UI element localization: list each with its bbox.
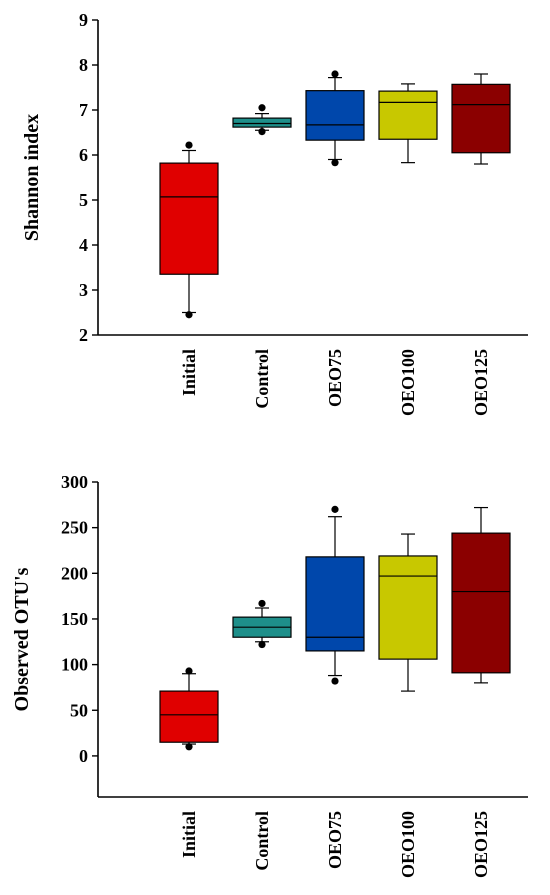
category-label: Control bbox=[252, 349, 272, 409]
outlier-point bbox=[258, 104, 266, 112]
box-initial: Initial bbox=[159, 141, 219, 396]
y-tick-label: 3 bbox=[79, 280, 88, 300]
chart-panel-1: 2 3 4 5 6 7 8 9 Shannon index Initial Control OEO75… bbox=[21, 10, 528, 416]
box-initial: Initial bbox=[159, 667, 219, 858]
iqr-box bbox=[305, 90, 365, 141]
iqr-box bbox=[378, 90, 438, 140]
box-control: Control bbox=[232, 599, 292, 871]
outlier-point bbox=[258, 640, 266, 649]
outlier-point bbox=[185, 743, 193, 751]
outlier-point bbox=[185, 667, 193, 675]
y-tick-label: 50 bbox=[70, 700, 88, 720]
y-tick-label: 0 bbox=[79, 746, 88, 766]
y-tick-label: 7 bbox=[79, 100, 88, 120]
outlier-point bbox=[331, 505, 339, 513]
y-tick-label: 2 bbox=[79, 325, 88, 345]
y-tick-label: 200 bbox=[61, 563, 88, 583]
iqr-box bbox=[451, 83, 511, 154]
category-label: Initial bbox=[179, 349, 199, 396]
box-oeo100: OEO100 bbox=[378, 83, 438, 416]
iqr-box bbox=[378, 555, 438, 660]
category-label: OEO75 bbox=[325, 811, 345, 869]
outlier-point bbox=[331, 677, 339, 685]
y-axis-title: Shannon index bbox=[21, 114, 43, 241]
outlier-point bbox=[331, 159, 339, 167]
category-label: OEO125 bbox=[471, 811, 491, 878]
y-tick-label: 100 bbox=[61, 655, 88, 675]
box-oeo75: OEO75 bbox=[305, 505, 365, 869]
y-tick-label: 150 bbox=[61, 609, 88, 629]
chart-panel-2: 0 50 100 150 200 250 300 Observed OTU's Initial C… bbox=[11, 472, 528, 878]
iqr-box bbox=[305, 556, 365, 652]
outlier-point bbox=[185, 311, 193, 319]
y-axis-title: Observed OTU's bbox=[11, 567, 33, 711]
category-label: OEO100 bbox=[398, 349, 418, 416]
category-label: Control bbox=[252, 811, 272, 871]
iqr-box bbox=[159, 162, 219, 275]
box-oeo75: OEO75 bbox=[305, 70, 365, 407]
y-tick-label: 250 bbox=[61, 518, 88, 538]
y-tick-label: 5 bbox=[79, 190, 88, 210]
y-tick-label: 9 bbox=[79, 10, 88, 30]
box-oeo100: OEO100 bbox=[378, 533, 438, 878]
y-tick-label: 6 bbox=[79, 145, 88, 165]
category-label: OEO100 bbox=[398, 811, 418, 878]
box-control: Control bbox=[232, 104, 292, 409]
category-label: Initial bbox=[179, 811, 199, 858]
iqr-box bbox=[159, 690, 219, 743]
outlier-point bbox=[258, 599, 266, 608]
iqr-box bbox=[451, 532, 511, 674]
outlier-point bbox=[258, 128, 266, 136]
box-oeo125: OEO125 bbox=[451, 506, 511, 878]
y-tick-label: 8 bbox=[79, 55, 88, 75]
y-tick-label: 4 bbox=[79, 235, 88, 255]
iqr-box bbox=[232, 117, 292, 128]
category-label: OEO75 bbox=[325, 349, 345, 407]
category-label: OEO125 bbox=[471, 349, 491, 416]
outlier-point bbox=[331, 70, 339, 78]
box-oeo125: OEO125 bbox=[451, 73, 511, 416]
y-tick-label: 300 bbox=[61, 472, 88, 492]
outlier-point bbox=[185, 141, 193, 149]
